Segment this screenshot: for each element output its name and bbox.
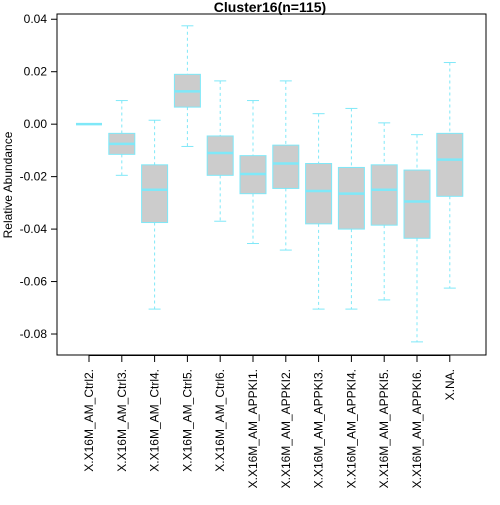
x-tick-label: X.X16M_AM_APPKI5. — [377, 369, 391, 488]
box-7 — [272, 80, 300, 251]
x-tick-label: X.X16M_AM_Ctrl3. — [115, 369, 129, 472]
y-tick-label: 0.00 — [24, 117, 48, 131]
x-tick-label: X.X16M_AM_APPKI6. — [410, 369, 424, 488]
x-tick-label: X.X16M_AM_Ctrl5. — [180, 369, 194, 472]
box-iqr — [272, 144, 300, 189]
y-axis: 0.04 0.02 0.00 -0.02 -0.04 -0.06 -0.08 — [20, 12, 58, 341]
box-9 — [337, 107, 365, 310]
boxes-layer — [76, 25, 464, 343]
y-tick-label: -0.08 — [20, 327, 48, 341]
box-iqr — [305, 163, 333, 225]
box-iqr — [436, 132, 464, 197]
box-4 — [173, 25, 201, 147]
x-tick-label: X.X16M_AM_APPKI4. — [344, 369, 358, 488]
box-3 — [141, 119, 169, 310]
box-8 — [305, 113, 333, 310]
x-axis: X.X16M_AM_Ctrl2. X.X16M_AM_Ctrl3. X.X16M_A… — [82, 355, 457, 488]
x-tick-label: X.X16M_AM_APPKI3. — [312, 369, 326, 488]
y-tick-label: -0.04 — [20, 222, 48, 236]
box-2 — [108, 100, 136, 176]
x-tick-label: X.X16M_AM_Ctrl6. — [213, 369, 227, 472]
box-iqr — [403, 169, 431, 239]
box-iqr — [370, 164, 398, 226]
box-12 — [436, 62, 464, 289]
x-tick-label: X.X16M_AM_Ctrl4. — [148, 369, 162, 472]
y-tick-label: 0.02 — [24, 65, 48, 79]
box-6 — [239, 100, 267, 245]
y-axis-label: Relative Abundance — [1, 131, 15, 238]
box-iqr — [141, 164, 169, 224]
y-tick-label: 0.04 — [24, 12, 48, 26]
x-tick-label: X.X16M_AM_APPKI1. — [246, 369, 260, 488]
x-tick-label: X.X16M_AM_Ctrl2. — [82, 369, 96, 472]
y-tick-label: -0.06 — [20, 275, 48, 289]
box-5 — [206, 80, 234, 222]
y-tick-label: -0.02 — [20, 170, 48, 184]
x-tick-label: X.NA. — [443, 369, 457, 400]
box-iqr — [337, 166, 365, 230]
box-11 — [403, 134, 431, 343]
box-10 — [370, 122, 398, 301]
x-tick-label: X.X16M_AM_APPKI2. — [279, 369, 293, 488]
chart-title: Cluster16(n=115) — [214, 0, 326, 15]
box-iqr — [206, 135, 234, 176]
